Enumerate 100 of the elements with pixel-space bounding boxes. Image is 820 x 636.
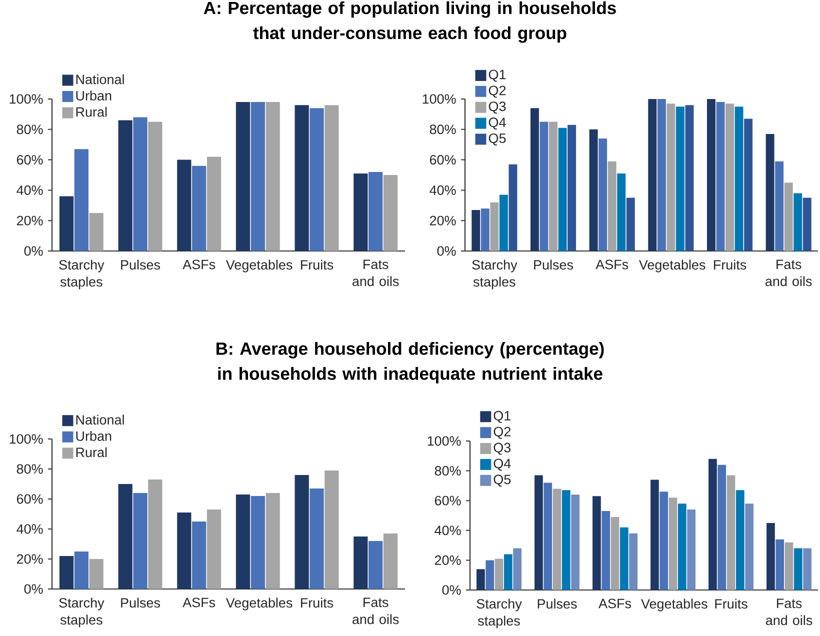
legend-label: Q5 <box>488 133 506 146</box>
bar <box>310 108 324 252</box>
bar <box>206 510 222 590</box>
chart-title: A: Percentage of population living in households that under-consume each food group <box>204 1 616 43</box>
x-tick-label: Fats and oils <box>766 260 812 286</box>
bar <box>530 108 539 252</box>
legend-label: National <box>76 414 124 425</box>
bar <box>368 172 383 252</box>
legend-label: Urban <box>76 90 112 101</box>
bar <box>177 160 192 252</box>
bar <box>476 569 485 590</box>
legend-label: Q5 <box>494 474 511 487</box>
x-tick-label: Pulses <box>538 598 577 609</box>
bar <box>236 102 250 252</box>
y-tick-label: 100% <box>10 94 43 104</box>
bar <box>74 552 88 590</box>
bar <box>549 122 558 252</box>
bar <box>745 504 754 590</box>
bar <box>148 122 162 252</box>
bar <box>513 548 522 590</box>
bar <box>480 208 490 252</box>
bar <box>354 536 368 590</box>
x-tick-label: Vegetables <box>226 260 292 272</box>
bar <box>59 556 74 590</box>
bar <box>678 504 686 590</box>
legend-label: National <box>76 74 124 84</box>
bar <box>534 475 543 590</box>
x-tick-label: Starchy staples <box>472 260 518 290</box>
bar <box>716 102 725 252</box>
bar <box>726 104 734 252</box>
y-tick-label: 60% <box>430 155 456 165</box>
x-tick-label: ASFs <box>596 260 628 270</box>
y-tick-label: 80% <box>430 124 456 134</box>
bar <box>626 198 635 252</box>
y-tick-label: 40% <box>434 526 461 536</box>
bar <box>784 182 793 252</box>
bar <box>368 541 383 590</box>
y-tick-label: 0% <box>24 246 43 256</box>
bar <box>250 102 265 252</box>
legend-label: Urban <box>76 430 112 441</box>
legend-label: Q1 <box>488 70 506 82</box>
bar <box>118 484 132 590</box>
bar <box>775 161 784 252</box>
x-tick-label: Fruits <box>714 260 746 270</box>
x-tick-label: ASFs <box>182 598 216 608</box>
bar <box>508 164 518 252</box>
bar <box>734 106 744 252</box>
bar <box>177 512 192 590</box>
legend-label: Q2 <box>494 426 510 439</box>
bar <box>540 122 548 252</box>
legend-label: Q3 <box>494 442 511 455</box>
y-tick-label: 100% <box>422 94 456 104</box>
x-tick-label: Fats and oils <box>352 260 399 286</box>
bar <box>629 533 638 590</box>
bar <box>89 559 104 590</box>
bar <box>472 210 480 252</box>
bar <box>236 494 250 590</box>
legend-label: Q4 <box>488 118 506 130</box>
x-tick-label: Vegetables <box>641 598 708 612</box>
bar <box>324 105 339 252</box>
bar <box>294 105 309 252</box>
bar <box>266 102 280 252</box>
bar <box>148 480 162 590</box>
bar <box>666 104 676 252</box>
y-tick-label: 20% <box>430 216 456 226</box>
y-tick-label: 100% <box>428 436 461 446</box>
bar <box>552 488 562 590</box>
x-tick-label: Fruits <box>300 260 334 270</box>
bar <box>59 196 74 252</box>
bar <box>589 129 598 252</box>
bar <box>192 522 206 590</box>
bar <box>610 516 620 590</box>
y-tick-label: 60% <box>16 494 43 504</box>
bar <box>648 99 657 252</box>
x-tick-label: Starchy staples <box>59 260 104 290</box>
bar <box>685 105 694 252</box>
bar <box>803 548 812 590</box>
y-tick-label: 100% <box>10 434 43 444</box>
bar <box>608 161 616 252</box>
bar <box>571 494 580 590</box>
bar <box>708 458 717 590</box>
bar <box>744 118 753 252</box>
bar <box>794 193 802 252</box>
x-tick-label: Starchy staples <box>476 598 522 628</box>
bar <box>74 149 88 252</box>
bar <box>294 475 309 590</box>
bar <box>617 173 626 252</box>
bar <box>486 560 494 590</box>
y-tick-label: 40% <box>16 524 43 534</box>
bar <box>192 166 206 252</box>
bar <box>89 213 104 252</box>
x-tick-label: ASFs <box>598 598 632 608</box>
legend-label: Q1 <box>494 410 510 423</box>
x-tick-label: Fats and oils <box>352 598 399 624</box>
bar <box>133 493 148 590</box>
y-tick-label: 80% <box>434 466 461 476</box>
bar <box>784 542 794 590</box>
bar <box>490 202 499 252</box>
y-tick-label: 0% <box>24 584 43 594</box>
bar <box>706 99 716 252</box>
